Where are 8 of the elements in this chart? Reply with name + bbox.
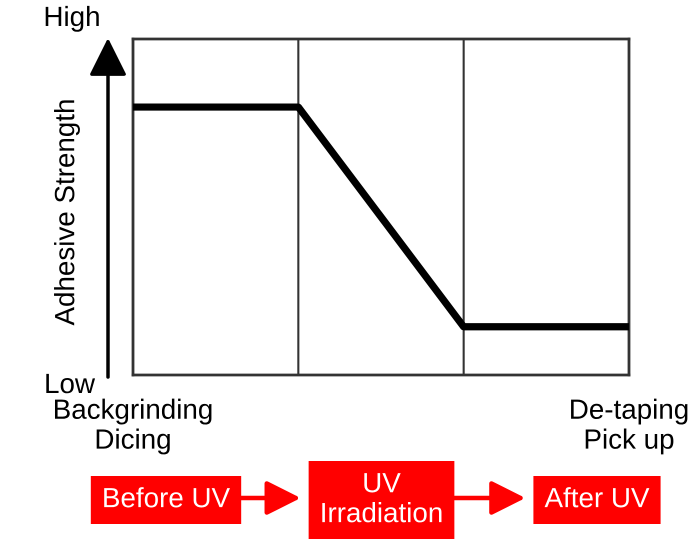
text: Before UV [104, 487, 230, 508]
y-axis-title: Adhesive Strength [54, 100, 80, 326]
text: High [46, 6, 99, 32]
text: UV Irradiation [322, 473, 442, 522]
text: Low [46, 374, 96, 394]
text: After UV [544, 487, 650, 508]
x-tick-label: De-taping Pick up [571, 398, 688, 454]
x-tick-label: Backgrinding Dicing [54, 398, 212, 454]
